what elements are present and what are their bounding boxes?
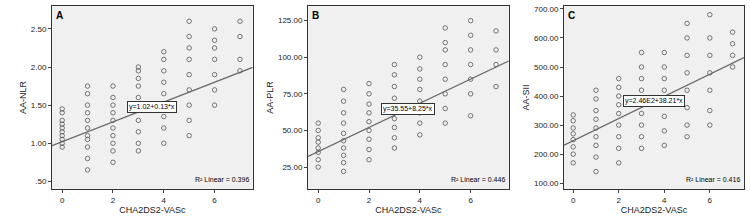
svg-text:2.00: 2.00	[31, 63, 47, 72]
svg-text:4: 4	[418, 196, 423, 205]
svg-text:R² Linear = 0.396: R² Linear = 0.396	[195, 176, 249, 183]
svg-text:2: 2	[617, 196, 622, 205]
svg-text:AA-SII: AA-SII	[521, 84, 531, 110]
svg-text:500.00: 500.00	[534, 63, 559, 72]
svg-text:C: C	[568, 10, 575, 21]
svg-text:2: 2	[367, 196, 372, 205]
svg-text:400.00: 400.00	[534, 92, 559, 101]
svg-text:75.00: 75.00	[282, 90, 303, 99]
svg-text:200.00: 200.00	[534, 150, 559, 159]
svg-text:6: 6	[708, 196, 713, 205]
svg-text:B: B	[312, 10, 319, 21]
svg-text:y=2.46E2+38.21*x: y=2.46E2+38.21*x	[625, 97, 683, 105]
svg-text:y=1.02+0.13*x: y=1.02+0.13*x	[129, 103, 175, 111]
svg-text:700.00: 700.00	[534, 5, 559, 14]
svg-text:50.00: 50.00	[282, 126, 303, 135]
svg-text:2.50: 2.50	[31, 25, 47, 34]
svg-text:0: 0	[316, 196, 321, 205]
svg-text:y=35.55+8.25*x: y=35.55+8.25*x	[383, 105, 433, 113]
svg-text:100.00: 100.00	[534, 179, 559, 188]
svg-text:R² Linear = 0.416: R² Linear = 0.416	[686, 176, 740, 183]
svg-text:CHA2DS2-VASc: CHA2DS2-VASc	[375, 205, 442, 215]
svg-text:6: 6	[212, 196, 217, 205]
svg-text:25.00: 25.00	[282, 163, 303, 172]
svg-text:CHA2DS2-VASc: CHA2DS2-VASc	[119, 205, 186, 215]
svg-text:R² Linear = 0.446: R² Linear = 0.446	[451, 176, 505, 183]
svg-text:AA-NLR: AA-NLR	[18, 81, 28, 115]
svg-text:0: 0	[60, 196, 65, 205]
svg-text:300.00: 300.00	[534, 121, 559, 130]
svg-text:.50: .50	[35, 177, 47, 186]
svg-text:4: 4	[662, 196, 667, 205]
svg-text:100.00: 100.00	[278, 53, 303, 62]
svg-text:0: 0	[571, 196, 576, 205]
svg-text:600.00: 600.00	[534, 34, 559, 43]
svg-text:1.50: 1.50	[31, 101, 47, 110]
svg-text:A: A	[56, 10, 63, 21]
svg-text:AA-PLR: AA-PLR	[265, 81, 275, 114]
svg-text:CHA2DS2-VASc: CHA2DS2-VASc	[621, 205, 688, 215]
svg-text:125.00: 125.00	[278, 16, 303, 25]
svg-text:4: 4	[162, 196, 167, 205]
svg-text:1.00: 1.00	[31, 139, 47, 148]
svg-text:2: 2	[111, 196, 116, 205]
svg-text:6: 6	[468, 196, 473, 205]
